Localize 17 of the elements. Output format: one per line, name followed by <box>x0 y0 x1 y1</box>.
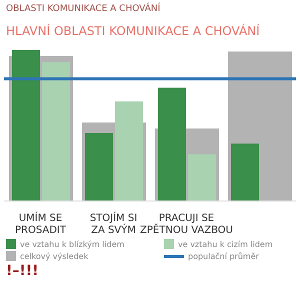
x-tick-label: PRACUJI SE ZPĚTNOU VAZBOU <box>140 213 233 236</box>
legend-label: populační průměr <box>187 251 260 261</box>
text: !–!!! <box>6 263 39 279</box>
bar <box>85 133 113 201</box>
bar <box>231 144 259 201</box>
chart-subtitle: OBLASTI KOMUNIKACE A CHOVÁNÍ <box>5 2 162 16</box>
chart-title: HLAVNÍ OBLASTI KOMUNIKACE A CHOVÁNÍ <box>5 22 261 40</box>
bar <box>115 101 143 201</box>
bar <box>188 154 216 201</box>
x-tick-label: UMÍM SE PROSADIT <box>15 211 67 236</box>
x-tick-label: STOJÍM SI ZA SVÝM <box>90 211 138 236</box>
bar <box>12 50 40 201</box>
legend-label: ve vztahu k blízkým lidem <box>19 239 126 249</box>
legend-label: ve vztahu k cizím lidem <box>177 239 274 249</box>
bar <box>158 88 186 201</box>
bar <box>42 62 70 201</box>
legend-label: celkový výsledek <box>19 251 90 261</box>
